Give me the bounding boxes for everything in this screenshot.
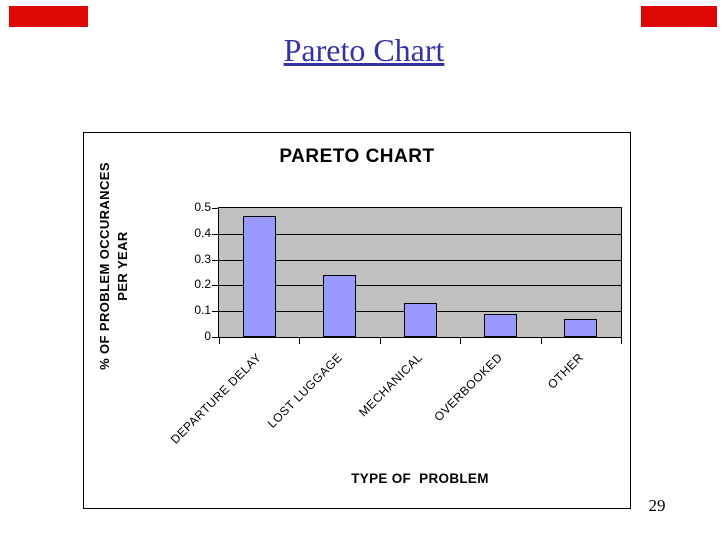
x-axis-title: TYPE OF PROBLEM	[351, 471, 489, 486]
bar	[243, 216, 276, 337]
y-axis-title-line-2: PER YEAR	[115, 231, 131, 301]
y-axis-title: % OF PROBLEM OCCURANCES PER YEAR	[96, 146, 134, 386]
bar	[323, 275, 356, 337]
bar	[564, 319, 597, 337]
x-tick	[219, 338, 220, 344]
x-tick	[541, 338, 542, 344]
bar	[484, 314, 517, 337]
x-category-label: LOST LUGGAGE	[264, 350, 346, 431]
x-category-label: OVERBOOKED	[431, 350, 506, 425]
y-tick	[212, 337, 219, 338]
slide-title-link[interactable]: Pareto Chart	[283, 32, 445, 68]
gridline	[219, 260, 621, 261]
bar	[404, 303, 437, 337]
y-tick	[212, 311, 219, 312]
red-accent-left	[9, 6, 88, 27]
y-tick-label: 0.2	[194, 277, 211, 291]
x-category-label: OTHER	[544, 350, 587, 392]
page-number: 29	[648, 496, 666, 515]
y-tick	[212, 285, 219, 286]
y-tick-label: 0.3	[194, 252, 211, 266]
x-tick	[299, 338, 300, 344]
y-tick	[212, 234, 219, 235]
pareto-chart: PARETO CHART % OF PROBLEM OCCURANCES PER…	[83, 132, 631, 509]
y-tick	[212, 208, 219, 209]
y-tick-label: 0.5	[194, 200, 211, 214]
x-tick	[621, 338, 622, 344]
red-accent-right	[641, 6, 717, 27]
x-tick	[380, 338, 381, 344]
x-category-label: DEPARTURE DELAY	[167, 350, 265, 447]
y-tick-label: 0.4	[194, 226, 211, 240]
x-tick	[460, 338, 461, 344]
x-category-label: MECHANICAL	[356, 350, 426, 420]
y-tick	[212, 260, 219, 261]
chart-title: PARETO CHART	[279, 146, 435, 167]
gridline	[219, 234, 621, 235]
y-axis-title-line-1: % OF PROBLEM OCCURANCES	[97, 162, 112, 370]
y-tick-label: 0	[204, 329, 211, 343]
gridline	[219, 285, 621, 286]
y-tick-label: 0.1	[194, 303, 211, 317]
